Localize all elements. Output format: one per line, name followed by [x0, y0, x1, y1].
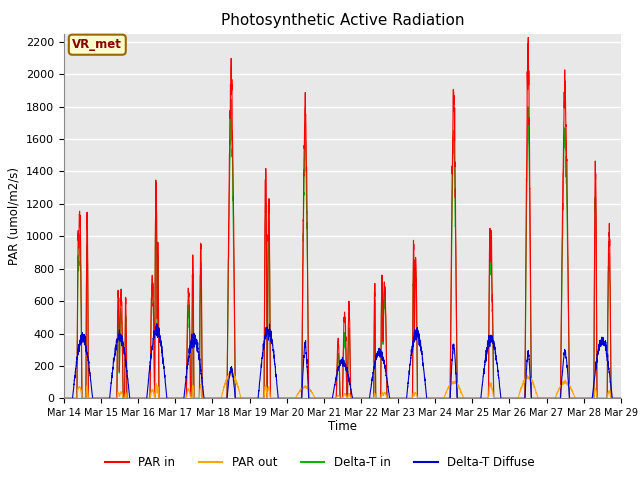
- Text: VR_met: VR_met: [72, 38, 122, 51]
- PAR out: [467, 396, 475, 401]
- Delta-T Diffuse: [161, 368, 168, 373]
- PAR in: [617, 396, 625, 401]
- PAR out: [617, 396, 625, 401]
- PAR out: [322, 396, 330, 401]
- PAR in: [524, 35, 532, 40]
- Delta-T in: [617, 396, 625, 401]
- PAR out: [616, 396, 624, 401]
- Delta-T Diffuse: [60, 396, 68, 401]
- Line: Delta-T Diffuse: Delta-T Diffuse: [64, 324, 621, 398]
- PAR in: [499, 396, 506, 401]
- Delta-T Diffuse: [499, 396, 507, 401]
- PAR in: [467, 396, 475, 401]
- Delta-T Diffuse: [153, 321, 161, 327]
- Delta-T in: [322, 396, 330, 401]
- PAR in: [322, 396, 330, 401]
- PAR out: [228, 370, 236, 375]
- PAR in: [616, 396, 624, 401]
- Delta-T Diffuse: [616, 396, 624, 401]
- Legend: PAR in, PAR out, Delta-T in, Delta-T Diffuse: PAR in, PAR out, Delta-T in, Delta-T Dif…: [100, 452, 540, 474]
- Delta-T in: [616, 396, 624, 401]
- Delta-T in: [227, 96, 235, 102]
- Delta-T in: [160, 396, 168, 401]
- Line: Delta-T in: Delta-T in: [64, 99, 621, 398]
- Delta-T Diffuse: [322, 396, 330, 401]
- Delta-T in: [499, 396, 507, 401]
- PAR out: [436, 396, 444, 401]
- PAR in: [60, 396, 68, 401]
- Delta-T Diffuse: [467, 396, 475, 401]
- Delta-T Diffuse: [436, 396, 444, 401]
- PAR out: [60, 396, 68, 401]
- Delta-T in: [436, 396, 444, 401]
- PAR in: [160, 396, 168, 401]
- Delta-T in: [467, 396, 475, 401]
- X-axis label: Time: Time: [328, 420, 357, 432]
- Y-axis label: PAR (umol/m2/s): PAR (umol/m2/s): [8, 167, 20, 265]
- Line: PAR in: PAR in: [64, 37, 621, 398]
- PAR in: [436, 396, 444, 401]
- Delta-T in: [60, 396, 68, 401]
- PAR out: [160, 396, 168, 401]
- Delta-T Diffuse: [617, 396, 625, 401]
- Title: Photosynthetic Active Radiation: Photosynthetic Active Radiation: [221, 13, 464, 28]
- Line: PAR out: PAR out: [64, 372, 621, 398]
- PAR out: [499, 396, 507, 401]
